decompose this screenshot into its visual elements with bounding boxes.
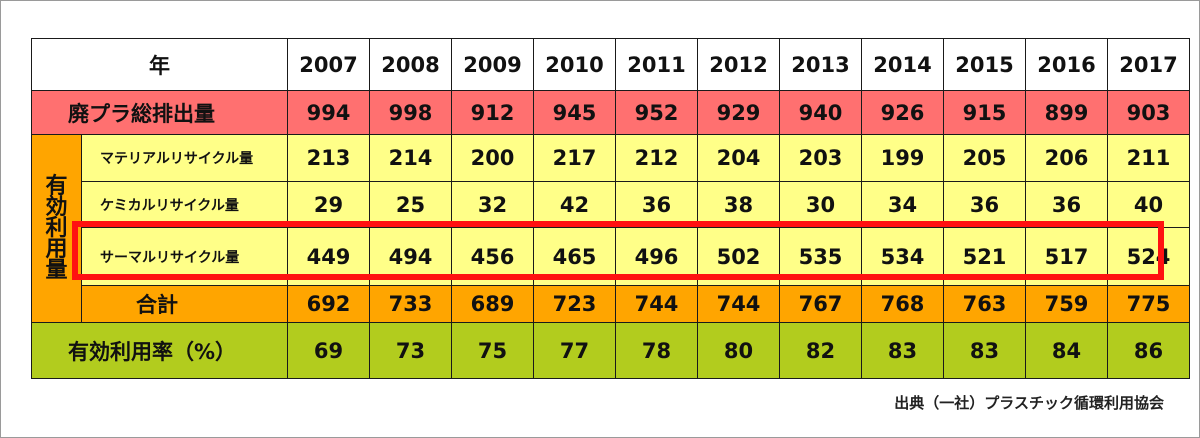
value-cell: 80 [697,322,780,379]
value-cell: 34 [861,181,944,228]
sum-label: 合計 [81,285,288,323]
value-cell: 84 [1025,322,1108,379]
value-cell: 29 [287,181,370,228]
year-cell: 2011 [615,38,698,91]
side-label-char: 効 [45,195,68,220]
value-cell: 69 [287,322,370,379]
value-cell: 78 [615,322,698,379]
total-emission-label: 廃プラ総排出量 [31,90,288,135]
value-cell: 203 [779,134,862,182]
value-cell: 25 [369,181,452,228]
chemical-recycle-row: ケミカルリサイクル量 29 25 32 42 36 38 30 34 36 36… [32,181,1190,228]
value-cell: 733 [369,285,452,323]
value-cell: 38 [697,181,780,228]
value-cell: 77 [533,322,616,379]
value-cell: 768 [861,285,944,323]
effective-rate-label: 有効利用率（%） [31,322,288,379]
side-label-char: 用 [45,237,68,262]
value-cell: 689 [451,285,534,323]
year-row: 年 2007 2008 2009 2010 2011 2012 2013 201… [31,38,1190,91]
value-cell: 200 [451,134,534,182]
value-cell: 86 [1107,322,1190,379]
value-cell: 929 [697,90,780,135]
value-cell: 213 [287,134,370,182]
material-recycle-row: 有 効 利 用 量 マテリアルリサイクル量 213 214 200 217 21… [31,134,1190,323]
value-cell: 204 [697,134,780,182]
value-cell: 926 [861,90,944,135]
value-cell: 775 [1107,285,1190,323]
value-cell: 42 [533,181,616,228]
value-cell: 83 [861,322,944,379]
year-cell: 2016 [1025,38,1108,91]
value-cell: 199 [861,134,944,182]
value-cell: 36 [615,181,698,228]
value-cell: 205 [943,134,1026,182]
thermal-row-highlight-box [72,221,1164,280]
year-cell: 2014 [861,38,944,91]
year-cell: 2015 [943,38,1026,91]
sum-row: 合計 692 733 689 723 744 744 767 768 763 7… [32,285,1190,323]
value-cell: 763 [943,285,1026,323]
value-cell: 692 [287,285,370,323]
total-emission-row: 廃プラ総排出量 994 998 912 945 952 929 940 926 … [31,90,1190,135]
value-cell: 744 [697,285,780,323]
year-header-label: 年 [31,38,288,91]
value-cell: 912 [451,90,534,135]
year-cell: 2007 [287,38,370,91]
year-cell: 2008 [369,38,452,91]
value-cell: 206 [1025,134,1108,182]
value-cell: 998 [369,90,452,135]
value-cell: 903 [1107,90,1190,135]
year-cell: 2012 [697,38,780,91]
value-cell: 945 [533,90,616,135]
value-cell: 75 [451,322,534,379]
value-cell: 82 [779,322,862,379]
value-cell: 759 [1025,285,1108,323]
value-cell: 915 [943,90,1026,135]
value-cell: 40 [1107,181,1190,228]
value-cell: 212 [615,134,698,182]
value-cell: 30 [779,181,862,228]
value-cell: 217 [533,134,616,182]
year-cell: 2017 [1107,38,1190,91]
value-cell: 83 [943,322,1026,379]
value-cell: 36 [1025,181,1108,228]
value-cell: 36 [943,181,1026,228]
source-note: 出典（一社）プラスチック循環利用協会 [894,394,1164,412]
value-cell: 73 [369,322,452,379]
value-cell: 214 [369,134,452,182]
year-cell: 2010 [533,38,616,91]
value-cell: 940 [779,90,862,135]
chemical-recycle-label: ケミカルリサイクル量 [81,181,288,228]
value-cell: 744 [615,285,698,323]
year-cell: 2013 [779,38,862,91]
side-label-char: 利 [45,216,68,241]
effective-rate-row: 有効利用率（%） 69 73 75 77 78 80 82 83 83 84 8… [31,322,1190,379]
value-cell: 952 [615,90,698,135]
year-cell: 2009 [451,38,534,91]
side-label-char: 有 [45,174,68,199]
value-cell: 899 [1025,90,1108,135]
side-label-char: 量 [45,258,68,283]
value-cell: 767 [779,285,862,323]
value-cell: 211 [1107,134,1190,182]
value-cell: 994 [287,90,370,135]
material-recycle-label: マテリアルリサイクル量 [81,134,288,182]
value-cell: 723 [533,285,616,323]
plastic-waste-table: 年 2007 2008 2009 2010 2011 2012 2013 201… [31,38,1190,379]
